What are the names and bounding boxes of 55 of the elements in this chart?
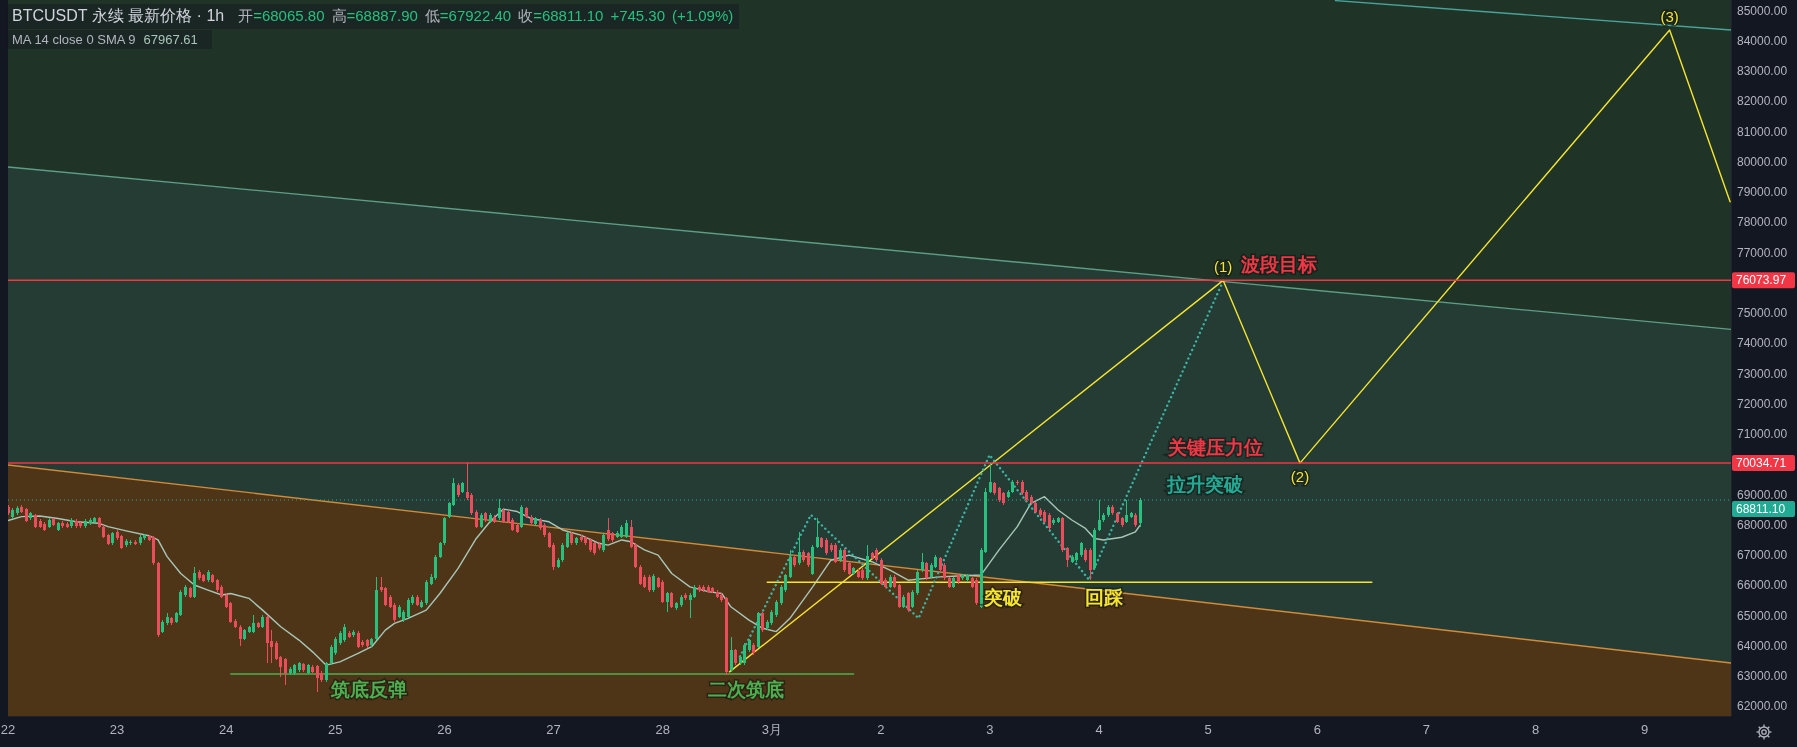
y-tick-label: 80000.00 [1737, 154, 1788, 169]
y-tick-label: 85000.00 [1737, 3, 1788, 18]
y-tick-label: 66000.00 [1737, 578, 1788, 593]
x-tick-label: 27 [546, 722, 561, 738]
text: 开=68065.80 高=68887.90 低=67922.40 收=68811.10 +745.30 (+1.09%) [238, 7, 734, 24]
y-tick-label: 75000.00 [1737, 306, 1788, 321]
x-tick-label: 3月 [761, 722, 782, 738]
y-tick-label: 84000.00 [1737, 33, 1788, 48]
ref-line-label: 70034.71 [1736, 455, 1787, 470]
x-tick-label: 2 [877, 722, 885, 738]
annotation: (2) [1290, 468, 1310, 486]
y-tick-label: 68000.00 [1737, 517, 1788, 532]
chart-title: BTCUSDT 永续 最新价格 · 1h [12, 7, 225, 24]
annotation: 波段目标 [1240, 254, 1318, 276]
x-tick-label: 22 [0, 722, 16, 738]
ref-line-label: 76073.97 [1736, 273, 1787, 288]
x-tick-label: 4 [1095, 722, 1103, 738]
text: MA 14 close 0 SMA 9 [12, 32, 136, 47]
y-tick-label: 73000.00 [1737, 366, 1788, 381]
y-tick-label: 77000.00 [1737, 245, 1788, 260]
annotation: 回踩 [1084, 587, 1124, 609]
y-tick-label: 69000.00 [1737, 487, 1788, 502]
y-tick-label: 79000.00 [1737, 185, 1788, 200]
y-tick-label: 71000.00 [1737, 427, 1788, 442]
annotation: 67967.61 [143, 32, 198, 47]
x-tick-label: 24 [218, 722, 234, 738]
x-tick-label: 9 [1641, 722, 1649, 738]
x-tick-label: 23 [109, 722, 125, 738]
x-tick-label: 3 [986, 722, 994, 738]
y-tick-label: 83000.00 [1737, 64, 1788, 79]
y-tick-label: 63000.00 [1737, 669, 1788, 684]
y-tick-label: 64000.00 [1737, 638, 1788, 653]
x-tick-label: 25 [328, 722, 343, 738]
x-tick-label: 26 [437, 722, 452, 738]
y-tick-label: 65000.00 [1737, 608, 1788, 623]
y-tick-label: 82000.00 [1737, 94, 1788, 109]
x-tick-label: 8 [1531, 722, 1540, 738]
y-tick-label: 81000.00 [1737, 124, 1788, 139]
annotation: 突破 [983, 587, 1024, 609]
y-tick-label: 74000.00 [1737, 336, 1788, 351]
ref-line-label: 68811.10 [1736, 501, 1786, 516]
annotation: 关键压力位 [1166, 436, 1263, 458]
annotation: 二次筑底 [707, 678, 784, 700]
annotation: (1) [1214, 258, 1233, 276]
x-tick-label: 6 [1313, 722, 1321, 738]
y-tick-label: 78000.00 [1737, 215, 1788, 230]
x-tick-label: 28 [655, 722, 670, 738]
y-tick-label: 62000.00 [1737, 699, 1788, 714]
x-tick-label: 7 [1422, 722, 1431, 738]
annotation: 筑底反弹 [330, 678, 408, 700]
x-tick-label: 5 [1204, 722, 1212, 738]
annotation: (3) [1660, 7, 1679, 25]
annotation: 拉升突破 [1166, 473, 1245, 495]
y-tick-label: 67000.00 [1737, 548, 1788, 563]
y-tick-label: 72000.00 [1737, 396, 1788, 411]
